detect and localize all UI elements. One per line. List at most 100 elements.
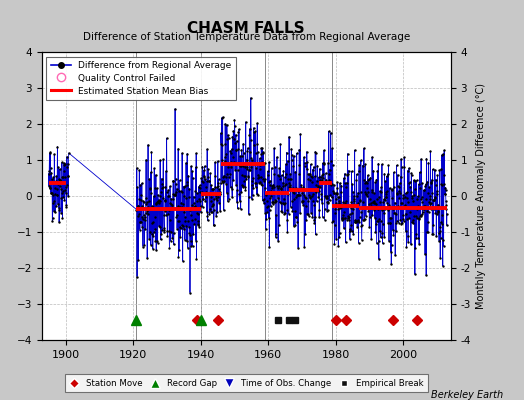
Point <box>160 228 168 235</box>
Point <box>260 160 269 166</box>
Point <box>139 243 147 250</box>
Point <box>304 176 313 182</box>
Point <box>439 263 447 269</box>
Point <box>439 237 447 243</box>
Point <box>152 247 160 254</box>
Point <box>315 166 324 172</box>
Point <box>177 204 185 211</box>
Point <box>234 129 243 135</box>
Point <box>159 184 167 190</box>
Point <box>381 191 390 197</box>
Point <box>163 233 172 240</box>
Point <box>290 190 298 196</box>
Point <box>161 205 170 212</box>
Point <box>340 215 348 221</box>
Point <box>440 172 449 178</box>
Point <box>414 216 423 222</box>
Point <box>429 222 438 228</box>
Point <box>222 190 231 196</box>
Point <box>389 169 398 176</box>
Point <box>413 206 422 212</box>
Point <box>221 120 230 127</box>
Point <box>364 208 373 215</box>
Point <box>403 168 412 174</box>
Point <box>320 161 328 167</box>
Point <box>260 184 269 191</box>
Point <box>400 164 409 170</box>
Point <box>64 173 72 180</box>
Point <box>377 207 386 213</box>
Point <box>334 206 342 212</box>
Point <box>174 254 183 260</box>
Point <box>410 192 418 198</box>
Point <box>397 156 405 162</box>
Point <box>313 162 322 169</box>
Point <box>351 147 359 153</box>
Point <box>214 182 223 189</box>
Point <box>193 198 202 204</box>
Point <box>289 189 297 196</box>
Point <box>418 199 427 205</box>
Point <box>388 194 397 201</box>
Point <box>395 220 403 226</box>
Point <box>172 186 181 192</box>
Point <box>443 211 451 217</box>
Point <box>399 192 408 198</box>
Point <box>133 165 141 171</box>
Point <box>416 184 424 191</box>
Point <box>286 184 294 190</box>
Point <box>204 178 213 184</box>
Point <box>322 176 331 183</box>
Point <box>419 187 428 194</box>
Point <box>146 185 154 191</box>
Point <box>135 219 144 225</box>
Point <box>145 206 153 213</box>
Point <box>353 218 361 224</box>
Point <box>198 192 206 198</box>
Point <box>253 141 261 148</box>
Point <box>363 192 371 199</box>
Point <box>190 194 198 200</box>
Point <box>252 150 260 156</box>
Point <box>206 170 214 176</box>
Point <box>58 215 67 222</box>
Point <box>55 206 63 213</box>
Point <box>400 154 408 160</box>
Point <box>51 179 59 185</box>
Point <box>188 168 196 174</box>
Point <box>237 153 246 160</box>
Point <box>224 164 233 170</box>
Point <box>300 244 309 250</box>
Point <box>399 212 407 218</box>
Point <box>414 181 423 188</box>
Point <box>254 172 263 178</box>
Point <box>406 184 414 190</box>
Point <box>346 236 354 242</box>
Point <box>363 185 371 192</box>
Point <box>47 190 55 196</box>
Point <box>324 200 332 206</box>
Point <box>211 194 220 201</box>
Point <box>428 176 436 183</box>
Point <box>434 230 443 236</box>
Point <box>272 198 280 204</box>
Point <box>321 180 330 186</box>
Point <box>235 191 244 197</box>
Point <box>366 214 374 220</box>
Point <box>376 188 384 194</box>
Point <box>365 201 373 207</box>
Point <box>386 185 394 191</box>
Point <box>425 201 434 207</box>
Point <box>271 164 279 170</box>
Point <box>249 184 257 191</box>
Point <box>61 186 69 193</box>
Point <box>205 178 213 184</box>
Point <box>275 183 283 189</box>
Point <box>282 149 291 156</box>
Point <box>134 257 143 263</box>
Point <box>361 216 369 222</box>
Point <box>196 209 205 215</box>
Point <box>320 147 328 154</box>
Point <box>298 187 307 194</box>
Point <box>355 162 363 169</box>
